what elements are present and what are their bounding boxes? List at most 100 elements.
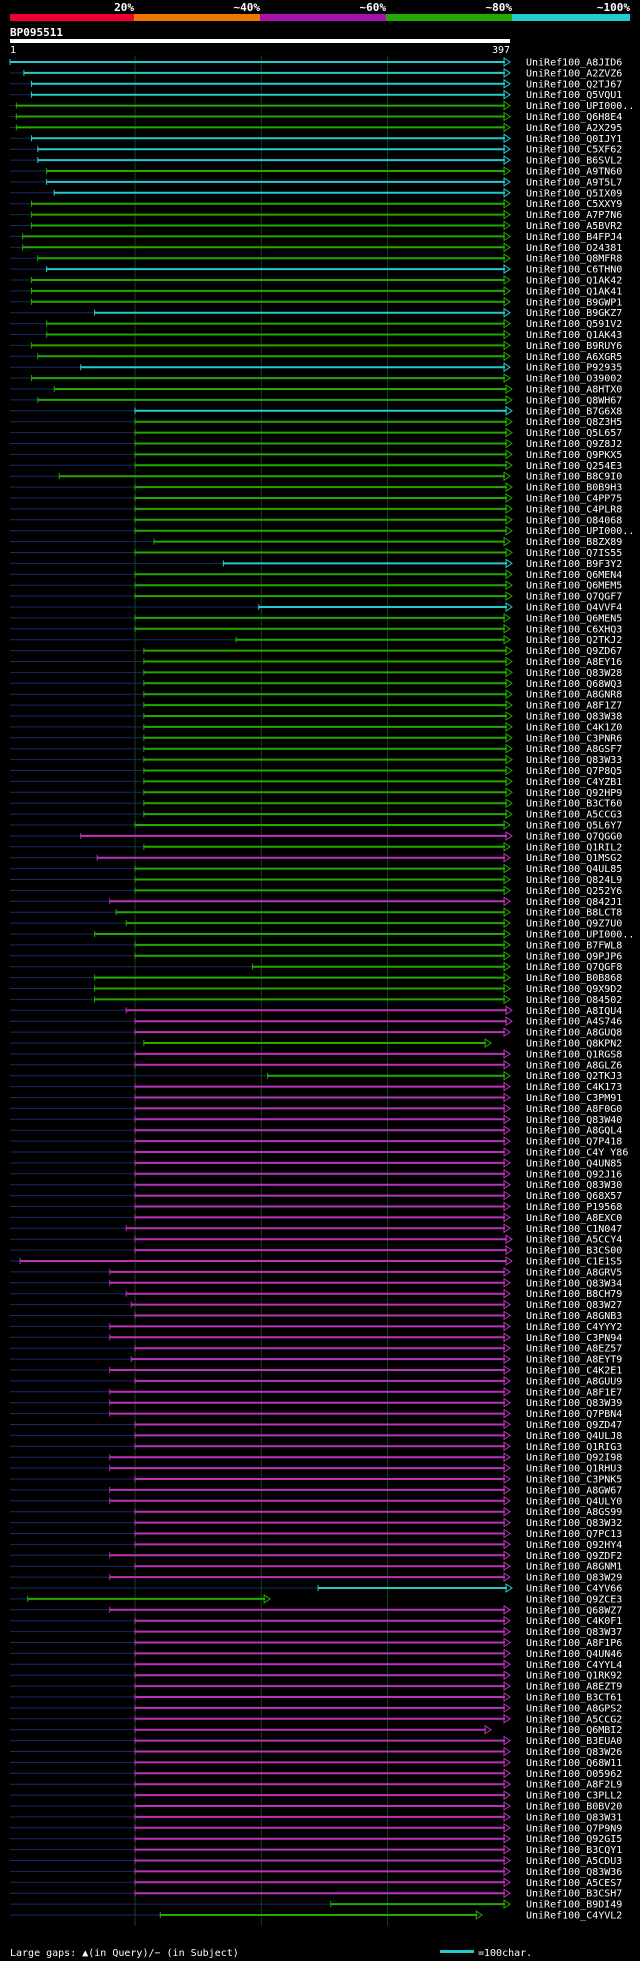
hit-row[interactable]: UniRef100_Q7PBN4 [10,1408,622,1420]
hit-row[interactable]: UniRef100_Q1MSG2 [10,852,622,864]
hit-row[interactable]: UniRef100_Q7P418 [10,1136,622,1148]
hit-row[interactable]: UniRef100_C3PNR6 [10,732,622,744]
hit-label[interactable]: UniRef100_A8F1P6 [526,1638,622,1649]
hit-row[interactable]: UniRef100_Q1AK43 [10,329,622,341]
hit-row[interactable]: UniRef100_Q8Z3H5 [10,416,622,428]
hit-label[interactable]: UniRef100_Q842J1 [526,897,622,908]
hit-label[interactable]: UniRef100_B8C9I0 [526,472,622,483]
hit-label[interactable]: UniRef100_Q4UN46 [526,1649,622,1660]
hit-row[interactable]: UniRef100_A5CCG3 [10,809,622,821]
hit-label[interactable]: UniRef100_A2X295 [526,123,622,134]
hit-label[interactable]: UniRef100_Q1RIG3 [526,1442,622,1453]
hit-row[interactable]: UniRef100_A8GNR8 [10,689,622,701]
hit-row[interactable]: UniRef100_A5CCG2 [10,1713,622,1725]
hit-label[interactable]: UniRef100_O24381 [526,243,622,254]
hit-label[interactable]: UniRef100_Q92HP9 [526,788,622,799]
hit-label[interactable]: UniRef100_Q6MBI2 [526,1725,622,1736]
hit-label[interactable]: UniRef100_Q7P9N9 [526,1823,622,1834]
hit-row[interactable]: UniRef100_Q6H8E4 [10,111,622,123]
hit-label[interactable]: UniRef100_Q83W33 [526,755,622,766]
hit-row[interactable]: UniRef100_A8EZT9 [10,1681,622,1693]
hit-row[interactable]: UniRef100_C5XXY9 [10,198,622,210]
hit-row[interactable]: UniRef100_Q83W27 [10,1299,622,1311]
hit-label[interactable]: UniRef100_Q5IX09 [526,188,622,199]
hit-label[interactable]: UniRef100_C4Y Y86 [526,1148,628,1159]
hit-row[interactable]: UniRef100_A8GS99 [10,1506,622,1518]
hit-row[interactable]: UniRef100_A5BVR2 [10,220,622,232]
hit-row[interactable]: UniRef100_Q92HY4 [10,1539,622,1551]
hit-label[interactable]: UniRef100_A8F1E7 [526,1387,622,1398]
hit-row[interactable]: UniRef100_A4S746 [10,1016,622,1028]
hit-row[interactable]: UniRef100_A8GUQ8 [10,1027,622,1039]
hit-label[interactable]: UniRef100_A8EZ57 [526,1344,622,1355]
hit-label[interactable]: UniRef100_A8GPS2 [526,1703,622,1714]
hit-row[interactable]: UniRef100_Q5L6Y7 [10,820,622,832]
hit-label[interactable]: UniRef100_A8GS99 [526,1507,622,1518]
hit-label[interactable]: UniRef100_O84502 [526,995,622,1006]
hit-label[interactable]: UniRef100_Q5L6Y7 [526,821,622,832]
hit-row[interactable]: UniRef100_Q1RHU3 [10,1463,622,1475]
hit-row[interactable]: UniRef100_Q83W39 [10,1397,622,1409]
hit-label[interactable]: UniRef100_Q7IS55 [526,548,622,559]
hit-row[interactable]: UniRef100_C4K173 [10,1081,622,1093]
hit-row[interactable]: UniRef100_Q7P8Q5 [10,765,622,777]
hit-row[interactable]: UniRef100_Q7PC13 [10,1528,622,1540]
hit-row[interactable]: UniRef100_C6XHQ3 [10,623,622,635]
hit-label[interactable]: UniRef100_Q83W30 [526,1180,622,1191]
hit-label[interactable]: UniRef100_Q83W37 [526,1627,622,1638]
hit-row[interactable]: UniRef100_B8C9I0 [10,471,622,483]
hit-row[interactable]: UniRef100_A8GNB3 [10,1310,622,1322]
hit-row[interactable]: UniRef100_B3CT60 [10,798,622,810]
hit-label[interactable]: UniRef100_Q7P418 [526,1137,622,1148]
hit-row[interactable]: UniRef100_B0B868 [10,972,622,984]
hit-row[interactable]: UniRef100_Q83W29 [10,1572,622,1584]
hit-row[interactable]: UniRef100_C5XF62 [10,144,622,156]
hit-label[interactable]: UniRef100_UPI000.. [526,930,634,941]
hit-label[interactable]: UniRef100_A5BVR2 [526,221,622,232]
hit-row[interactable]: UniRef100_O05962 [10,1768,622,1780]
hit-row[interactable]: UniRef100_C4K0F1 [10,1615,622,1627]
hit-row[interactable]: UniRef100_B6SVL2 [10,155,622,167]
hit-row[interactable]: UniRef100_Q83W31 [10,1811,622,1823]
hit-row[interactable]: UniRef100_A8GSF7 [10,743,622,755]
hit-row[interactable]: UniRef100_A8GRV5 [10,1266,622,1278]
hit-row[interactable]: UniRef100_A8JID6 [9,57,622,69]
hit-row[interactable]: UniRef100_B4FPJ4 [10,231,622,243]
hit-label[interactable]: UniRef100_Q68WZ7 [526,1605,622,1616]
hit-label[interactable]: UniRef100_C1N047 [526,1224,622,1235]
hit-row[interactable]: UniRef100_B8CH79 [10,1288,622,1300]
hit-label[interactable]: UniRef100_Q824L9 [526,875,622,886]
hit-row[interactable]: UniRef100_C1E1S5 [10,1256,622,1268]
hit-row[interactable]: UniRef100_Q4ULJ8 [10,1430,622,1442]
hit-label[interactable]: UniRef100_Q83W40 [526,1115,622,1126]
hit-label[interactable]: UniRef100_Q8Z3H5 [526,417,622,428]
hit-label[interactable]: UniRef100_C3PN94 [526,1333,622,1344]
hit-label[interactable]: UniRef100_P92935 [526,363,622,374]
hit-label[interactable]: UniRef100_Q5L657 [526,428,622,439]
hit-row[interactable]: UniRef100_B3CQY1 [10,1844,622,1856]
hit-row[interactable]: UniRef100_B3CT61 [10,1692,622,1704]
hit-label[interactable]: UniRef100_Q9ZCE3 [526,1594,622,1605]
hit-row[interactable]: UniRef100_Q824L9 [10,874,622,886]
hit-label[interactable]: UniRef100_B9GKZ7 [526,308,622,319]
hit-row[interactable]: UniRef100_C4PP75 [10,493,622,505]
hit-row[interactable]: UniRef100_C4YV66 [10,1583,622,1595]
hit-row[interactable]: UniRef100_C4PLR8 [10,503,622,515]
hit-label[interactable]: UniRef100_Q83W29 [526,1573,622,1584]
hit-label[interactable]: UniRef100_B8CH79 [526,1289,622,1300]
hit-row[interactable]: UniRef100_O24381 [10,242,622,254]
hit-label[interactable]: UniRef100_Q68W11 [526,1758,622,1769]
hit-row[interactable]: UniRef100_A2X295 [10,122,622,134]
hit-row[interactable]: UniRef100_B3CS00 [10,1245,622,1257]
hit-label[interactable]: UniRef100_A6XGR5 [526,352,622,363]
hit-label[interactable]: UniRef100_A8EY16 [526,657,622,668]
hit-label[interactable]: UniRef100_Q92HY4 [526,1540,622,1551]
hit-row[interactable]: UniRef100_B7FWL8 [10,939,622,951]
hit-row[interactable]: UniRef100_Q7QGF8 [10,961,622,973]
hit-row[interactable]: UniRef100_Q83W36 [10,1866,622,1878]
hit-label[interactable]: UniRef100_A8EZT9 [526,1682,622,1693]
hit-row[interactable]: UniRef100_C3PNK5 [10,1474,622,1486]
hit-row[interactable]: UniRef100_Q9Z7U0 [10,918,622,930]
hit-row[interactable]: UniRef100_Q7QGF7 [10,591,622,603]
hit-label[interactable]: UniRef100_C4YZB1 [526,777,622,788]
